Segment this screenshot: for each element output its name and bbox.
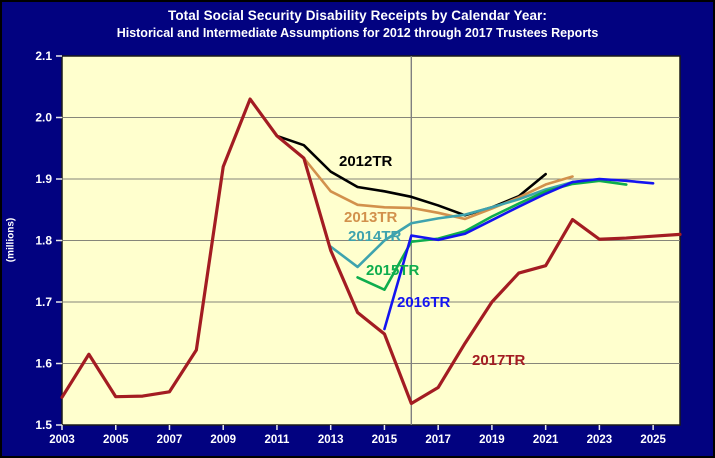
y-tick-label: 1.6 (35, 357, 52, 371)
x-tick-label: 2021 (533, 434, 559, 446)
series-label-2015TR: 2015TR (366, 262, 420, 279)
y-tick-label: 1.5 (35, 418, 52, 432)
x-tick-label: 2019 (479, 434, 505, 446)
series-line-2017TR (60, 97, 682, 406)
series-line-2013TR (302, 156, 574, 221)
y-tick-label: 1.8 (35, 234, 52, 248)
y-axis-title: (millions) (5, 217, 17, 263)
series-line-2015TR (356, 179, 628, 292)
series-label-2014TR: 2014TR (348, 228, 402, 245)
x-tick-label: 2023 (587, 434, 613, 446)
series-line-2016TR (383, 177, 655, 331)
x-tick-label: 2015 (372, 434, 398, 446)
x-tick-label: 2011 (264, 434, 290, 446)
chart-subtitle: Historical and Intermediate Assumptions … (116, 26, 599, 40)
series-label-2013TR: 2013TR (344, 209, 398, 226)
x-tick-label: 2003 (49, 434, 75, 446)
y-tick-label: 1.7 (35, 295, 52, 309)
series-label-2016TR: 2016TR (397, 294, 451, 311)
x-tick-label: 2013 (318, 434, 344, 446)
y-tick-label: 1.9 (35, 172, 52, 186)
series-label-2012TR: 2012TR (339, 153, 393, 170)
y-tick-label: 2.1 (35, 49, 52, 63)
series-line-2014TR (329, 178, 601, 269)
x-tick-label: 2025 (640, 434, 666, 446)
y-tick-label: 2.0 (35, 111, 52, 125)
x-tick-label: 2005 (103, 434, 129, 446)
x-tick-label: 2017 (425, 434, 451, 446)
x-tick-label: 2007 (157, 434, 183, 446)
series-label-2017TR: 2017TR (472, 352, 526, 369)
x-tick-label: 2009 (210, 434, 236, 446)
chart-title: Total Social Security Disability Receipt… (167, 8, 548, 23)
